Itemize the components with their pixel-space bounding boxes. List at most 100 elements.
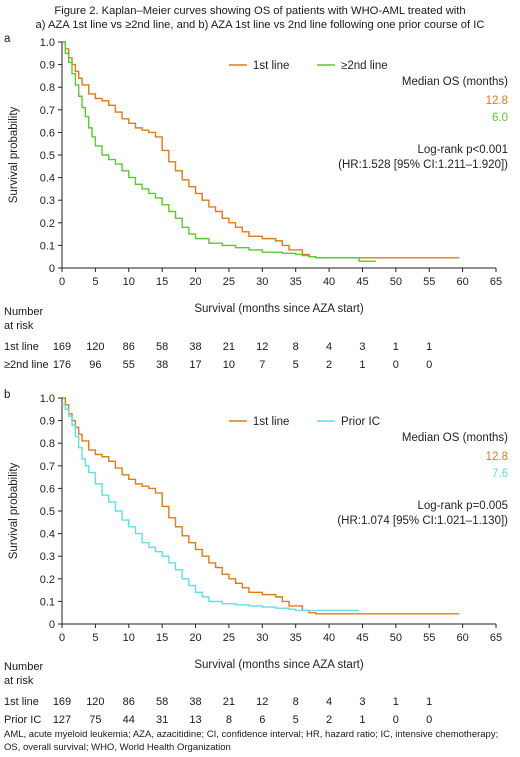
risk-row-label: 1st line bbox=[4, 696, 39, 708]
median-value-1: 12.8 bbox=[486, 451, 508, 463]
legend-label-1: 1st line bbox=[253, 60, 289, 72]
risk-cell: 1 bbox=[426, 341, 433, 353]
y-tick-label: 0.1 bbox=[40, 240, 55, 252]
footnote-line-2: OS, overall survival; WHO, World Health … bbox=[4, 741, 231, 753]
risk-cell: 96 bbox=[89, 359, 102, 371]
legend-label-2: ≥2nd line bbox=[341, 60, 388, 72]
risk-cell: 5 bbox=[292, 359, 299, 371]
risk-cell: 3 bbox=[359, 341, 366, 353]
risk-header-a: Number at risk bbox=[4, 305, 43, 333]
y-tick-label: 0.9 bbox=[40, 416, 55, 428]
risk-cell: 1 bbox=[359, 359, 366, 371]
risk-cell: 120 bbox=[86, 696, 105, 708]
median-value-1: 12.8 bbox=[486, 95, 508, 107]
y-tick-label: 0.6 bbox=[40, 127, 55, 139]
x-axis-label: Survival (months since AZA start) bbox=[194, 659, 364, 671]
y-tick-label: 0.1 bbox=[40, 596, 55, 608]
risk-cell: 5 bbox=[292, 714, 299, 726]
median-header: Median OS (months) bbox=[402, 76, 508, 88]
x-tick-label: 55 bbox=[423, 632, 435, 644]
risk-cell: 1 bbox=[359, 714, 366, 726]
risk-cell: 4 bbox=[326, 696, 333, 708]
footnote: AML, acute myeloid leukemia; AZA, azacit… bbox=[4, 729, 516, 754]
hazard-ratio: (HR:1.074 [95% CI:1.021–1.130]) bbox=[337, 515, 508, 527]
risk-cell: 8 bbox=[292, 341, 299, 353]
x-tick-label: 50 bbox=[390, 276, 402, 288]
risk-cell: 75 bbox=[89, 714, 102, 726]
x-tick-label: 15 bbox=[156, 632, 168, 644]
risk-cell: 169 bbox=[52, 341, 72, 353]
y-tick-label: 0.9 bbox=[40, 60, 55, 72]
x-tick-label: 10 bbox=[123, 276, 135, 288]
risk-cell: 176 bbox=[52, 359, 72, 371]
figure-title-line-2: a) AZA 1st line vs ≥2nd line, and b) AZA… bbox=[35, 19, 485, 31]
x-tick-label: 5 bbox=[92, 632, 98, 644]
risk-cell: 0 bbox=[426, 714, 433, 726]
km-curve-2 bbox=[62, 41, 376, 262]
x-tick-label: 40 bbox=[323, 632, 335, 644]
x-tick-label: 40 bbox=[323, 276, 335, 288]
panel-letter-b: b bbox=[4, 389, 11, 401]
km-curve-2 bbox=[62, 404, 360, 612]
risk-cell: 10 bbox=[222, 359, 236, 371]
panel-letter-a: a bbox=[4, 33, 11, 45]
risk-row-label: Prior IC bbox=[4, 714, 42, 726]
risk-cell: 0 bbox=[392, 714, 399, 726]
y-tick-label: 0.2 bbox=[40, 574, 55, 586]
risk-cell: 31 bbox=[156, 714, 169, 726]
risk-cell: 1 bbox=[392, 696, 399, 708]
median-value-2: 7.6 bbox=[492, 468, 508, 480]
logrank-p: Log-rank p<0.001 bbox=[418, 144, 508, 156]
risk-cell: 38 bbox=[189, 341, 202, 353]
y-tick-label: 0 bbox=[49, 619, 55, 631]
risk-header-line-1: Number bbox=[4, 306, 44, 318]
x-tick-label: 15 bbox=[156, 276, 168, 288]
x-tick-label: 25 bbox=[223, 632, 235, 644]
risk-cell: 55 bbox=[122, 359, 135, 371]
median-value-2: 6.0 bbox=[492, 112, 508, 124]
y-tick-label: 0.4 bbox=[40, 529, 55, 541]
risk-cell: 13 bbox=[189, 714, 202, 726]
x-tick-label: 0 bbox=[59, 632, 65, 644]
footnote-line-1: AML, acute myeloid leukemia; AZA, azacit… bbox=[4, 729, 499, 740]
y-axis-label: Survival probability bbox=[8, 106, 20, 203]
risk-cell: 2 bbox=[326, 359, 333, 371]
risk-cell: 3 bbox=[359, 696, 366, 708]
risk-cell: 17 bbox=[189, 359, 202, 371]
risk-cell: 6 bbox=[259, 714, 266, 726]
x-tick-label: 55 bbox=[423, 276, 435, 288]
km-chart-b: 0 0.1 0.2 0.3 0.4 0.5 0.6 0.7 0.8 0.9 1.0 0 5 10 15 20 2… bbox=[8, 393, 508, 671]
y-tick-label: 0.8 bbox=[40, 82, 55, 94]
risk-cell: 86 bbox=[122, 696, 135, 708]
legend-label-2: Prior IC bbox=[341, 416, 380, 428]
risk-header-line-2: at risk bbox=[4, 675, 34, 687]
risk-cell: 21 bbox=[222, 696, 236, 708]
risk-cell: 1 bbox=[392, 341, 399, 353]
km-curve-1 bbox=[62, 41, 460, 259]
y-tick-label: 0.6 bbox=[40, 483, 55, 495]
y-axis-label: Survival probability bbox=[8, 462, 20, 559]
km-curve-1 bbox=[62, 397, 460, 615]
y-tick-label: 0 bbox=[49, 263, 55, 275]
y-tick-label: 0.3 bbox=[40, 195, 55, 207]
km-chart-a: 0 0.1 0.2 0.3 0.4 0.5 0.6 0.7 0.8 0.9 1.0 0 5 10 15 20 2… bbox=[8, 37, 508, 315]
y-tick-label: 1.0 bbox=[40, 393, 55, 405]
risk-header-line-1: Number bbox=[4, 661, 44, 673]
figure-title-line-1: Figure 2. Kaplan–Meier curves showing OS… bbox=[54, 5, 466, 17]
risk-cell: 120 bbox=[86, 341, 105, 353]
y-tick-label: 0.3 bbox=[40, 551, 55, 563]
risk-cell: 8 bbox=[225, 714, 232, 726]
x-tick-label: 60 bbox=[456, 632, 468, 644]
x-tick-label: 0 bbox=[59, 276, 65, 288]
risk-cell: 21 bbox=[222, 341, 236, 353]
x-tick-label: 30 bbox=[256, 276, 268, 288]
y-tick-label: 0.7 bbox=[40, 461, 55, 473]
x-tick-label: 10 bbox=[123, 632, 135, 644]
x-tick-label: 45 bbox=[356, 632, 368, 644]
risk-cell: 38 bbox=[156, 359, 169, 371]
risk-cell: 169 bbox=[52, 696, 72, 708]
risk-cell: 0 bbox=[426, 359, 433, 371]
risk-cell: 2 bbox=[326, 714, 333, 726]
y-tick-label: 0.5 bbox=[40, 150, 55, 162]
risk-cell: 12 bbox=[256, 696, 269, 708]
